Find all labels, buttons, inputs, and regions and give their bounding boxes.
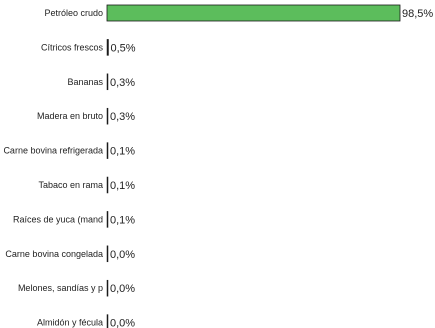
bar xyxy=(106,279,109,297)
category-label: Carne bovina refrigerada xyxy=(3,146,103,156)
category-label: Bananas xyxy=(67,77,103,87)
category-label: Tabaco en rama xyxy=(38,180,103,190)
value-label: 0,3% xyxy=(110,77,135,89)
category-label: Raíces de yuca (mand xyxy=(13,214,103,224)
bar xyxy=(106,39,109,56)
value-label: 0,1% xyxy=(110,180,135,192)
category-label: Almidón y fécula xyxy=(37,318,103,328)
bar xyxy=(106,73,109,91)
bar xyxy=(106,176,109,194)
value-label: 0,0% xyxy=(110,283,135,295)
bars-group xyxy=(106,4,401,328)
bar xyxy=(106,4,401,22)
value-label: 0,1% xyxy=(110,146,135,158)
value-label: 0,0% xyxy=(110,318,135,328)
bar xyxy=(106,142,109,159)
bar xyxy=(106,107,109,125)
value-label: 0,1% xyxy=(110,214,135,226)
value-label: 0,0% xyxy=(110,249,135,261)
bar xyxy=(106,314,109,328)
value-label: 0,3% xyxy=(110,111,135,123)
category-label: Madera en bruto xyxy=(37,111,103,121)
bar xyxy=(106,245,109,263)
labels-group: Petróleo crudo 98,5% Cítricos frescos 0,5% B… xyxy=(3,8,433,328)
category-label: Cítricos frescos xyxy=(41,42,104,52)
bar xyxy=(106,211,109,228)
category-label: Melones, sandías y p xyxy=(18,283,103,293)
category-label: Petróleo crudo xyxy=(44,8,103,18)
category-label: Carne bovina congelada xyxy=(5,249,103,259)
value-label: 0,5% xyxy=(110,42,135,54)
value-label: 98,5% xyxy=(402,8,433,20)
